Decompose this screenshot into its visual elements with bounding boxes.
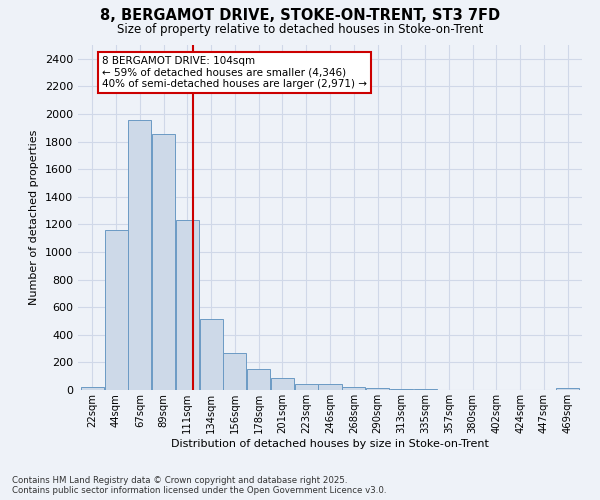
Bar — [556, 388, 579, 390]
Bar — [390, 388, 413, 390]
Bar — [366, 388, 389, 390]
Text: 8 BERGAMOT DRIVE: 104sqm
← 59% of detached houses are smaller (4,346)
40% of sem: 8 BERGAMOT DRIVE: 104sqm ← 59% of detach… — [102, 56, 367, 89]
Bar — [128, 120, 151, 390]
Bar — [295, 384, 318, 390]
Bar — [342, 387, 365, 390]
Text: Contains HM Land Registry data © Crown copyright and database right 2025.
Contai: Contains HM Land Registry data © Crown c… — [12, 476, 386, 495]
X-axis label: Distribution of detached houses by size in Stoke-on-Trent: Distribution of detached houses by size … — [171, 438, 489, 448]
Y-axis label: Number of detached properties: Number of detached properties — [29, 130, 40, 305]
Bar — [223, 352, 247, 390]
Bar — [104, 230, 128, 390]
Text: 8, BERGAMOT DRIVE, STOKE-ON-TRENT, ST3 7FD: 8, BERGAMOT DRIVE, STOKE-ON-TRENT, ST3 7… — [100, 8, 500, 22]
Text: Size of property relative to detached houses in Stoke-on-Trent: Size of property relative to detached ho… — [117, 22, 483, 36]
Bar — [200, 319, 223, 390]
Bar — [271, 378, 294, 390]
Bar — [176, 220, 199, 390]
Bar — [152, 134, 175, 390]
Bar — [247, 370, 270, 390]
Bar — [81, 386, 104, 390]
Bar — [319, 384, 341, 390]
